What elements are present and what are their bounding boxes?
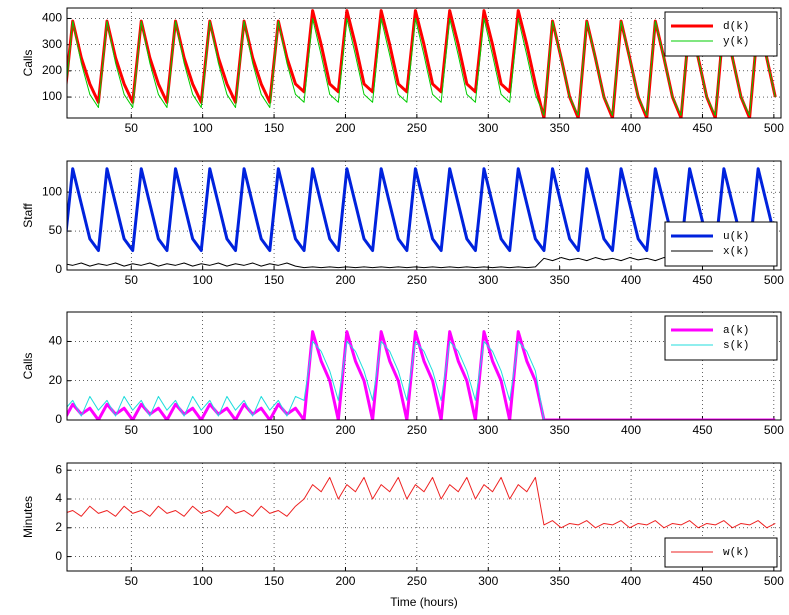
y-tick-label: 0	[55, 549, 62, 563]
subplot: 50 100 150 200 250 300 350 400 450 500 0 20 40 Calls a…	[21, 311, 784, 437]
x-tick-label: 400	[621, 574, 641, 588]
x-tick-label: 150	[264, 121, 284, 135]
axes-frame	[66, 462, 782, 572]
x-tick-label: 50	[125, 423, 139, 437]
y-tick-label: 300	[42, 37, 62, 51]
y-tick-label: 100	[42, 184, 62, 198]
x-tick-label: 400	[621, 121, 641, 135]
x-tick-label: 300	[478, 121, 498, 135]
x-tick-label: 150	[264, 273, 284, 287]
x-tick-label: 500	[764, 423, 784, 437]
x-tick-label: 150	[264, 574, 284, 588]
y-tick-label: 0	[55, 262, 62, 276]
x-tick-label: 200	[335, 273, 355, 287]
x-tick-label: 50	[125, 273, 139, 287]
x-tick-label: 450	[692, 574, 712, 588]
x-tick-label: 500	[764, 273, 784, 287]
subplot: 50 100 150 200 250 300 350 400 450 500 0 50 100 Staff…	[21, 160, 784, 287]
y-axis-label: Calls	[21, 353, 35, 380]
series-line	[67, 476, 776, 529]
series-line	[67, 257, 776, 269]
y-tick-label: 40	[49, 334, 63, 348]
x-axis-label: Time (hours)	[390, 595, 458, 609]
x-tick-label: 250	[407, 121, 427, 135]
axes-frame	[66, 311, 782, 421]
x-tick-label: 300	[478, 423, 498, 437]
x-tick-label: 200	[335, 121, 355, 135]
x-tick-label: 100	[193, 121, 213, 135]
y-tick-label: 400	[42, 11, 62, 25]
axes-frame	[66, 160, 782, 271]
y-tick-label: 6	[55, 462, 62, 476]
x-tick-label: 200	[335, 574, 355, 588]
y-tick-label: 0	[55, 412, 62, 426]
x-tick-label: 500	[764, 121, 784, 135]
axes-frame	[66, 7, 782, 119]
legend: d(k) y(k)	[664, 11, 778, 57]
x-tick-label: 350	[550, 121, 570, 135]
x-tick-label: 500	[764, 574, 784, 588]
legend-label: s(k)	[723, 340, 749, 352]
series-line	[67, 340, 776, 420]
x-tick-label: 450	[692, 423, 712, 437]
legend-label: a(k)	[723, 325, 749, 337]
x-tick-label: 100	[193, 574, 213, 588]
legend-label: w(k)	[723, 547, 749, 559]
x-tick-label: 300	[478, 273, 498, 287]
y-axis-label: Calls	[21, 50, 35, 77]
y-tick-label: 200	[42, 63, 62, 77]
y-tick-label: 4	[55, 491, 62, 505]
x-tick-label: 100	[193, 423, 213, 437]
y-tick-label: 100	[42, 89, 62, 103]
x-tick-label: 250	[407, 273, 427, 287]
subplot: 50 100 150 200 250 300 350 400 450 500 0 2 4 6 Minutes…	[21, 462, 784, 609]
legend: u(k) x(k)	[664, 221, 778, 267]
x-tick-label: 250	[407, 423, 427, 437]
x-tick-label: 300	[478, 574, 498, 588]
x-tick-label: 450	[692, 273, 712, 287]
y-tick-label: 20	[49, 373, 63, 387]
x-tick-label: 150	[264, 423, 284, 437]
legend-label: y(k)	[723, 36, 749, 48]
subplot: 50 100 150 200 250 300 350 400 450 500 100 200 300 40…	[21, 7, 784, 135]
plot-area	[67, 312, 781, 420]
y-axis-label: Minutes	[21, 496, 35, 538]
x-tick-label: 400	[621, 423, 641, 437]
x-tick-label: 350	[550, 574, 570, 588]
x-tick-label: 400	[621, 273, 641, 287]
x-tick-label: 350	[550, 423, 570, 437]
x-tick-label: 250	[407, 574, 427, 588]
series-line	[67, 17, 776, 116]
x-tick-label: 350	[550, 273, 570, 287]
legend-label: x(k)	[723, 246, 749, 258]
x-tick-label: 200	[335, 423, 355, 437]
plot-area	[67, 463, 781, 571]
x-tick-label: 50	[125, 121, 139, 135]
y-tick-label: 2	[55, 520, 62, 534]
legend-box	[664, 315, 778, 361]
y-tick-label: 50	[49, 223, 63, 237]
legend: w(k)	[664, 537, 778, 568]
legend: a(k) s(k)	[664, 315, 778, 361]
legend-label: d(k)	[723, 21, 749, 33]
x-tick-label: 100	[193, 273, 213, 287]
legend-box	[664, 11, 778, 57]
y-axis-label: Staff	[21, 203, 35, 228]
legend-box	[664, 221, 778, 267]
x-tick-label: 450	[692, 121, 712, 135]
x-tick-label: 50	[125, 574, 139, 588]
legend-label: u(k)	[723, 231, 749, 243]
series-line	[67, 167, 777, 253]
